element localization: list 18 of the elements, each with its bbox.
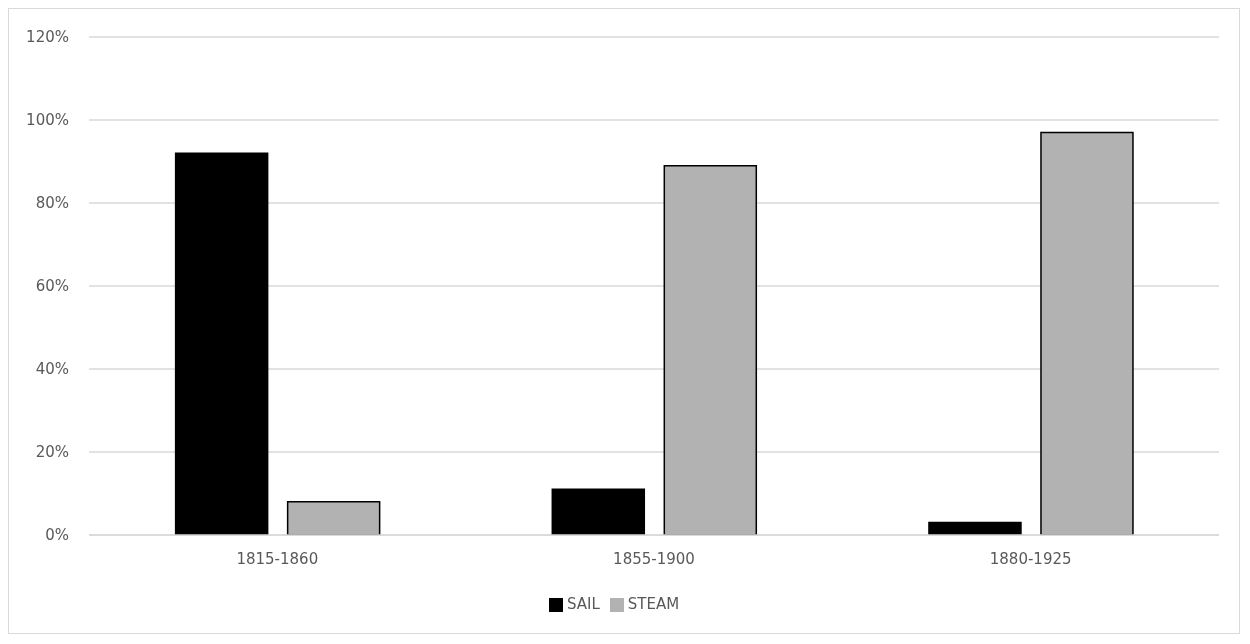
y-tick-label: 80% <box>35 194 69 213</box>
y-tick-label: 40% <box>35 360 69 379</box>
y-tick-label: 100% <box>26 111 69 130</box>
y-tick-label: 20% <box>35 443 69 462</box>
x-tick-label: 1880-1925 <box>989 549 1072 568</box>
legend-label: SAIL <box>566 595 600 613</box>
y-tick-label: 60% <box>35 277 69 296</box>
x-tick-label: 1815-1860 <box>236 549 319 568</box>
bar <box>663 164 758 535</box>
bar <box>1040 131 1134 535</box>
y-tick-label: 120% <box>26 28 69 47</box>
bar <box>286 501 381 535</box>
y-tick-label: 0% <box>45 526 69 545</box>
bar <box>928 521 1022 535</box>
x-tick-label: 1855-1900 <box>613 549 695 568</box>
bar <box>551 488 646 535</box>
bar <box>174 152 269 535</box>
legend-label: STEAM <box>627 595 680 613</box>
